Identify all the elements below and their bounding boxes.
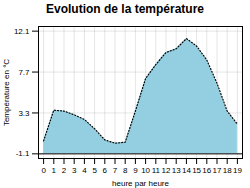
svg-text:13: 13 [172,166,181,175]
svg-text:heure par heure: heure par heure [112,179,169,188]
html-text:Evolution de la température: Evolution de la température [46,2,204,16]
svg-text:6: 6 [103,166,108,175]
svg-text:Température en °C: Température en °C [2,59,11,126]
svg-text:3.3: 3.3 [18,109,30,118]
svg-text:4: 4 [82,166,87,175]
svg-text:3: 3 [72,166,77,175]
svg-text:7: 7 [113,166,118,175]
svg-text:14: 14 [182,166,191,175]
svg-text:1: 1 [52,166,57,175]
svg-text:-1.1: -1.1 [16,149,30,158]
svg-text:12: 12 [162,166,171,175]
svg-text:9: 9 [133,166,138,175]
svg-text:12.1: 12.1 [14,27,30,36]
svg-text:11: 11 [152,166,161,175]
svg-text:17: 17 [213,166,222,175]
svg-text:0: 0 [41,166,46,175]
svg-text:10: 10 [141,166,150,175]
svg-text:2: 2 [62,166,67,175]
svg-text:15: 15 [192,166,201,175]
svg-text:8: 8 [123,166,128,175]
svg-text:7.7: 7.7 [18,68,30,77]
svg-text:18: 18 [223,166,232,175]
svg-text:16: 16 [202,166,211,175]
svg-text:19: 19 [233,166,242,175]
svg-text:5: 5 [92,166,97,175]
